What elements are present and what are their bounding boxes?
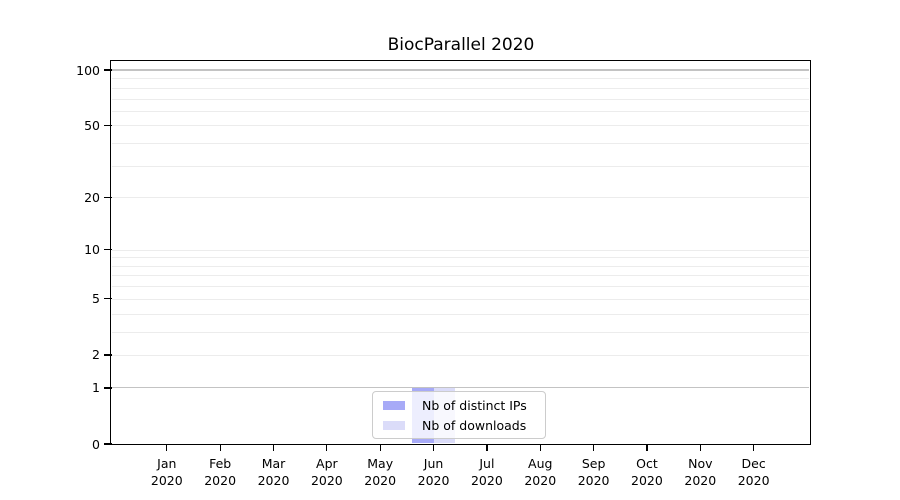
minor-gridline (112, 98, 809, 100)
y-tick-label: 2 (92, 347, 100, 363)
x-tick (486, 444, 488, 451)
x-tick (166, 444, 168, 451)
y-tick-label: 50 (84, 117, 100, 133)
x-tick-label-year: 2020 (470, 472, 503, 488)
y-tick (103, 298, 112, 300)
x-tick-label-year: 2020 (524, 472, 557, 488)
x-tick-label-year: 2020 (257, 472, 290, 488)
x-tick-label-month: Apr (316, 456, 338, 471)
x-tick-label: Apr 2020 (297, 456, 357, 489)
x-tick-label: Jun 2020 (404, 456, 464, 489)
minor-gridline (112, 257, 809, 259)
x-tick (326, 444, 328, 451)
y-tick-label: 100 (76, 62, 100, 78)
x-tick (219, 444, 221, 451)
legend-item-distinct-ips: Nb of distinct IPs (383, 397, 545, 414)
x-tick-label: Sep 2020 (564, 456, 624, 489)
x-tick-label: Jul 2020 (457, 456, 517, 489)
x-tick-label: Jan 2020 (137, 456, 197, 489)
x-tick-label-month: Dec (741, 456, 766, 471)
minor-gridline (112, 165, 809, 167)
x-tick (699, 444, 701, 451)
x-tick-label-year: 2020 (364, 472, 397, 488)
legend-item-downloads: Nb of downloads (383, 417, 545, 434)
minor-gridline (112, 197, 809, 199)
x-tick-label: Oct 2020 (617, 456, 677, 489)
x-tick (646, 444, 648, 451)
minor-gridline (112, 249, 809, 251)
x-tick-label-month: Jun (423, 456, 444, 471)
legend-label: Nb of distinct IPs (422, 397, 527, 413)
minor-gridline (112, 313, 809, 315)
x-tick-label: May 2020 (350, 456, 410, 489)
x-tick-label-month: Sep (581, 456, 606, 471)
y-tick (103, 387, 112, 389)
minor-gridline (112, 110, 809, 112)
y-tick (103, 69, 112, 71)
legend-label: Nb of downloads (422, 417, 527, 433)
x-tick-label-month: Mar (261, 456, 286, 471)
y-tick (103, 124, 112, 127)
minor-gridline (112, 275, 809, 277)
x-tick-label-month: Nov (688, 456, 713, 471)
x-tick (432, 444, 435, 451)
minor-gridline (112, 331, 809, 333)
x-tick-label-year: 2020 (204, 472, 237, 488)
chart-title: BiocParallel 2020 (387, 35, 535, 55)
x-tick-label-year: 2020 (631, 472, 663, 488)
y-tick-label: 0 (92, 436, 100, 452)
major-gridline (112, 387, 809, 389)
x-tick (539, 444, 541, 451)
y-tick (103, 196, 112, 198)
x-tick-label-month: Jul (479, 456, 495, 471)
x-tick-label-year: 2020 (737, 472, 770, 488)
x-tick-label-year: 2020 (150, 472, 183, 488)
x-tick-label-month: Jan (157, 456, 177, 471)
y-tick-label: 5 (92, 291, 100, 307)
x-tick-label: Mar 2020 (244, 456, 304, 489)
legend-swatch-distinct-ips (383, 400, 405, 410)
y-tick (103, 249, 112, 251)
x-tick (272, 444, 275, 451)
x-tick-label-year: 2020 (577, 472, 610, 488)
x-tick-label-month: Oct (636, 456, 658, 471)
x-tick-label-year: 2020 (684, 472, 717, 488)
minor-gridline (112, 125, 809, 127)
minor-gridline (112, 286, 809, 288)
y-tick-label: 20 (84, 189, 100, 205)
minor-gridline (112, 354, 809, 356)
y-tick-label: 1 (92, 380, 100, 396)
x-tick (379, 444, 381, 451)
x-tick-label-month: Aug (528, 456, 553, 471)
legend: Nb of distinct IPs Nb of downloads (372, 391, 546, 439)
minor-gridline (112, 78, 809, 80)
y-tick (103, 354, 112, 356)
x-tick-label: Feb 2020 (190, 456, 250, 489)
x-tick-label-year: 2020 (310, 472, 343, 488)
x-tick-label-month: May (367, 456, 394, 471)
minor-gridline (112, 265, 809, 267)
major-gridline (112, 69, 809, 71)
x-tick-label: Nov 2020 (670, 456, 730, 489)
minor-gridline (112, 143, 809, 145)
y-tick (103, 443, 112, 445)
x-tick-label: Dec 2020 (724, 456, 784, 489)
x-tick (592, 444, 595, 451)
minor-gridline (112, 298, 809, 300)
x-tick (753, 444, 755, 451)
minor-gridline (112, 87, 809, 89)
x-tick-label-year: 2020 (417, 472, 450, 488)
plot-area (112, 62, 809, 444)
y-tick-label: 10 (84, 242, 100, 258)
legend-swatch-downloads (383, 420, 405, 430)
x-tick-label-month: Feb (209, 456, 232, 471)
x-tick-label: Aug 2020 (510, 456, 570, 489)
